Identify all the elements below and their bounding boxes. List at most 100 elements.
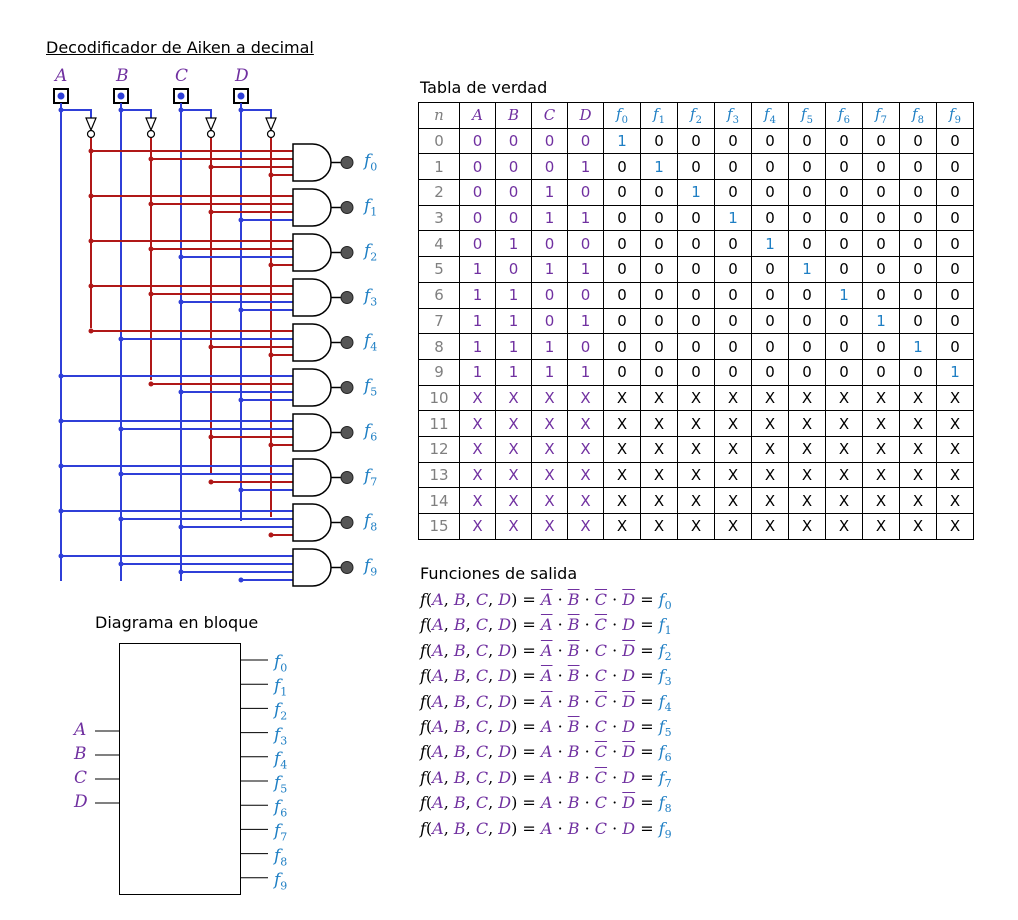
table-cell: 0 — [862, 204, 900, 232]
table-cell: 1 — [567, 307, 604, 335]
junction-dot — [268, 172, 274, 178]
table-cell: 0 — [677, 153, 715, 181]
junction-dot — [58, 107, 64, 113]
output-equation: f(A, B, C, D) = A · B · C · D = f3 — [420, 666, 672, 689]
block-output-label: f7 — [274, 821, 288, 844]
block-output-label: f4 — [274, 748, 288, 772]
output-led-icon — [340, 381, 354, 394]
and-gate-icon — [292, 143, 332, 182]
table-cell: 0 — [899, 153, 937, 181]
table-cell: X — [788, 461, 826, 489]
not-bubble — [146, 129, 156, 139]
table-cell: X — [459, 513, 496, 540]
truth-table-title: Tabla de verdad — [420, 78, 548, 97]
inverter-feed-wire — [121, 109, 152, 118]
table-cell: 0 — [788, 179, 826, 206]
junction-dot — [238, 307, 244, 313]
table-cell: 0 — [862, 358, 900, 386]
table-cell: 0 — [862, 281, 900, 309]
output-led-icon — [340, 291, 354, 304]
circuit-title: Decodificador de Aiken a decimal — [46, 38, 314, 57]
table-cell: X — [862, 461, 900, 489]
junction-dot — [208, 164, 214, 170]
and-gate-icon — [292, 548, 332, 587]
table-cell: 0 — [936, 179, 974, 206]
and-gate-icon — [292, 188, 332, 227]
output-equation: f(A, B, C, D) = A · B · C · D = f2 — [420, 640, 672, 663]
junction-dot — [58, 463, 64, 469]
table-row: 15 X X X X X X X X X X X X X X — [418, 513, 974, 540]
table-cell: 13 — [418, 461, 460, 489]
table-header-cell: f6 — [825, 102, 863, 129]
block-output-label: f2 — [274, 700, 288, 723]
table-cell: 0 — [751, 256, 789, 283]
table-cell: X — [751, 384, 789, 412]
table-cell: 0 — [603, 179, 641, 206]
circuit-output-label: f4 — [364, 331, 378, 354]
circuit-output-label: f6 — [364, 421, 378, 444]
table-cell: 0 — [825, 307, 863, 335]
table-cell: X — [751, 435, 789, 463]
table-cell: X — [567, 513, 604, 540]
junction-dot — [118, 561, 124, 567]
table-cell: 1 — [495, 230, 532, 258]
block-diagram-title: Diagrama en bloque — [95, 613, 259, 632]
table-cell: 0 — [603, 307, 641, 335]
table-row: 10 X X X X X X X X X X X X X X — [418, 384, 974, 412]
junction-dot — [178, 524, 184, 530]
junction-dot — [88, 328, 94, 334]
junction-dot — [148, 201, 154, 207]
and-gate-icon — [292, 458, 332, 497]
table-cell: X — [825, 384, 863, 412]
not-bubble — [206, 129, 216, 139]
table-cell: X — [531, 513, 568, 540]
output-led-icon — [340, 336, 354, 349]
table-cell: 0 — [788, 333, 826, 360]
table-cell: 0 — [640, 204, 678, 232]
table-cell: 0 — [714, 179, 752, 206]
table-cell: 8 — [418, 333, 460, 360]
junction-dot — [148, 156, 154, 162]
table-cell: 0 — [603, 230, 641, 258]
output-led-icon — [340, 426, 354, 439]
junction-dot — [268, 352, 274, 358]
output-equation: f(A, B, C, D) = A · B · C · D = f6 — [420, 742, 672, 765]
table-cell: 0 — [495, 153, 532, 181]
table-cell: X — [603, 513, 641, 540]
table-cell: 1 — [531, 179, 568, 206]
table-cell: X — [567, 487, 604, 514]
table-cell: 0 — [459, 153, 496, 181]
table-cell: X — [751, 513, 789, 540]
junction-dot — [88, 283, 94, 289]
output-led-icon — [340, 516, 354, 529]
table-cell: 0 — [640, 281, 678, 309]
table-cell: X — [603, 435, 641, 463]
table-cell: 1 — [495, 281, 532, 309]
output-led-icon — [340, 156, 354, 169]
table-cell: X — [936, 513, 974, 540]
table-cell: 0 — [825, 127, 863, 155]
table-cell: 5 — [418, 256, 460, 283]
table-cell: X — [825, 435, 863, 463]
table-cell: 1 — [788, 256, 826, 283]
switch-dot — [117, 92, 125, 100]
inverter-feed-wire — [61, 109, 92, 118]
table-cell: X — [531, 384, 568, 412]
table-cell: 7 — [418, 307, 460, 335]
junction-dot — [148, 291, 154, 297]
table-cell: 0 — [751, 358, 789, 386]
table-cell: 0 — [677, 358, 715, 386]
table-cell: 1 — [495, 358, 532, 386]
output-equation: f(A, B, C, D) = A · B · C · D = f8 — [420, 793, 672, 816]
and-gate-icon — [292, 368, 332, 407]
table-cell: 0 — [495, 256, 532, 283]
table-cell: X — [640, 384, 678, 412]
switch-dot — [57, 92, 65, 100]
